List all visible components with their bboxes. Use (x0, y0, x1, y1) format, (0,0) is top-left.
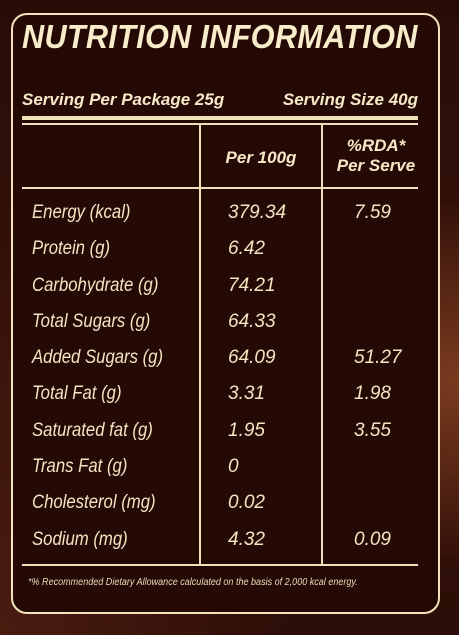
table-row: Energy (kcal) 379.34 7.59 (0, 195, 459, 231)
nutrition-panel (11, 13, 440, 614)
per100-value: 379.34 (228, 202, 287, 223)
table-row: Total Sugars (g) 64.33 (0, 304, 459, 340)
serving-per-package: Serving Per Package 25g (22, 90, 225, 109)
table-row: Cholesterol (mg) 0.02 (0, 485, 459, 521)
table-row: Total Fat (g) 3.31 1.98 (0, 376, 459, 412)
nutrient-label: Saturated fat (g) (32, 419, 153, 441)
column-header-rda: %RDA* Per Serve (323, 136, 429, 176)
column-header-rda-line1: %RDA* (346, 136, 406, 155)
footnote: *% Recommended Dietary Allowance calcula… (28, 576, 358, 588)
per100-value: 0.02 (228, 492, 265, 514)
table-row: Added Sugars (g) 64.09 51.27 (0, 340, 459, 376)
table-row: Carbohydrate (g) 74.21 (0, 268, 459, 304)
rda-value: 51.27 (354, 347, 402, 369)
column-divider-1 (199, 125, 201, 564)
column-header-per100-label: Per 100g (225, 148, 297, 167)
nutrient-label: Total Sugars (g) (32, 310, 151, 332)
rda-value: 3.55 (354, 419, 391, 441)
column-header-per100: Per 100g (201, 148, 321, 168)
table-row: Sodium (mg) 4.32 0.09 (0, 522, 459, 558)
nutrition-table: Energy (kcal) 379.34 7.59 Protein (g) 6.… (0, 195, 459, 558)
table-row: Trans Fat (g) 0 (0, 449, 459, 485)
per100-value: 6.42 (228, 238, 265, 260)
nutrient-label: Sodium (mg) (32, 528, 128, 550)
nutrient-label: Energy (kcal) (32, 202, 131, 223)
per100-value: 1.95 (228, 419, 265, 441)
rda-value: 1.98 (354, 383, 391, 405)
nutrient-label: Protein (g) (32, 238, 111, 260)
page-title: NUTRITION INFORMATION (22, 18, 418, 55)
header-divider (22, 187, 418, 189)
per100-value: 74.21 (228, 274, 276, 296)
column-divider-2 (321, 125, 323, 564)
rda-value: 7.59 (354, 202, 391, 223)
divider-thick (22, 116, 418, 120)
table-row: Protein (g) 6.42 (0, 231, 459, 267)
nutrient-label: Carbohydrate (g) (32, 274, 159, 296)
table-row: Saturated fat (g) 1.95 3.55 (0, 413, 459, 449)
nutrient-label: Cholesterol (mg) (32, 492, 156, 514)
per100-value: 64.33 (228, 310, 276, 332)
divider-thin (22, 123, 418, 125)
per100-value: 4.32 (228, 528, 265, 550)
per100-value: 0 (228, 456, 239, 478)
table-bottom-divider (22, 564, 418, 566)
nutrient-label: Total Fat (g) (32, 383, 122, 405)
nutrient-label: Added Sugars (g) (32, 347, 164, 369)
serving-size: Serving Size 40g (282, 90, 418, 109)
column-header-rda-line2: Per Serve (336, 156, 416, 175)
per100-value: 64.09 (228, 347, 276, 369)
per100-value: 3.31 (228, 383, 265, 405)
rda-value: 0.09 (354, 528, 391, 550)
nutrient-label: Trans Fat (g) (32, 456, 128, 478)
